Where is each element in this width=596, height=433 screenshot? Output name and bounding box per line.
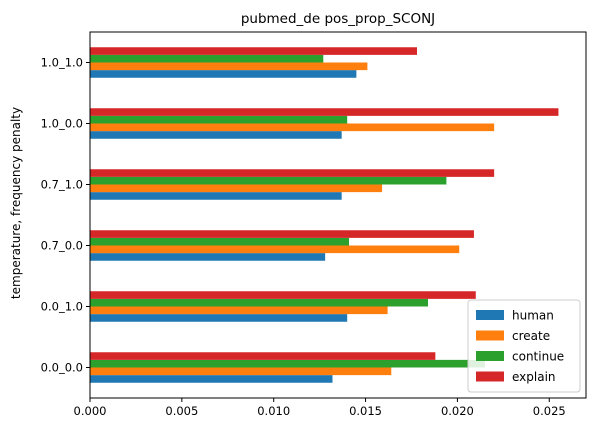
plot-frame [89,31,587,399]
bar-create-1.0_0.0 [90,123,495,132]
y-axis-label: temperature, frequency penalty [9,107,23,299]
bar-human-1.0_0.0 [90,131,342,139]
bar-continue-0.0_1.0 [90,298,429,307]
x-tick-label: 0.000 [74,404,107,418]
legend-swatch-explain [476,371,504,382]
legend-label-continue: continue [512,350,564,364]
y-tick-label: 0.0_1.0 [41,300,83,314]
bar-continue-0.7_0.0 [90,237,350,246]
bar-explain-1.0_0.0 [90,108,559,116]
bar-human-0.0_0.0 [90,375,333,383]
legend-swatch-continue [476,351,504,361]
chart-title: pubmed_de pos_prop_SCONJ [241,11,435,27]
y-tick-label: 0.0_0.0 [41,361,83,375]
bar-explain-1.0_1.0 [90,47,417,55]
bar-explain-0.0_0.0 [90,352,436,360]
y-axis: 0.0_0.0 0.0_1.0 0.7_0.0 0.7_1.0 1.0_0.0 1.0_1… [41,56,90,375]
x-tick-label: 0.015 [349,404,382,418]
legend-swatch-create [476,330,504,341]
bar-human-0.7_1.0 [90,192,342,200]
legend: human create continue explain [467,299,581,393]
bars-group [90,47,559,383]
bar-create-0.7_0.0 [90,245,460,254]
x-axis: 0.000 0.005 0.010 0.015 0.020 0.025 [74,398,566,418]
bar-create-0.7_1.0 [90,184,383,193]
bar-continue-1.0_1.0 [90,54,324,63]
bar-explain-0.7_0.0 [90,230,474,238]
y-tick-label: 0.7_1.0 [41,178,83,192]
legend-swatch-human [476,310,504,320]
bar-human-0.7_0.0 [90,253,326,261]
x-tick-label: 0.025 [533,404,566,418]
legend-label-create: create [512,329,550,343]
bar-human-1.0_1.0 [90,70,357,78]
x-tick-label: 0.020 [441,404,474,418]
bar-continue-0.0_0.0 [90,359,485,368]
bar-continue-1.0_0.0 [90,115,348,124]
bar-explain-0.7_1.0 [90,169,495,177]
x-tick-label: 0.010 [257,404,290,418]
bar-create-1.0_1.0 [90,62,368,71]
bar-continue-0.7_1.0 [90,176,447,185]
legend-label-human: human [512,309,554,323]
y-tick-label: 0.7_0.0 [41,239,83,253]
bar-create-0.0_0.0 [90,367,392,376]
bar-create-0.0_1.0 [90,306,388,315]
y-tick-label: 1.0_0.0 [41,117,83,131]
bar-human-0.0_1.0 [90,314,348,322]
y-tick-label: 1.0_1.0 [41,56,83,70]
x-tick-label: 0.005 [165,404,198,418]
legend-box [467,299,581,393]
bar-explain-0.0_1.0 [90,291,476,299]
legend-label-explain: explain [512,370,556,384]
